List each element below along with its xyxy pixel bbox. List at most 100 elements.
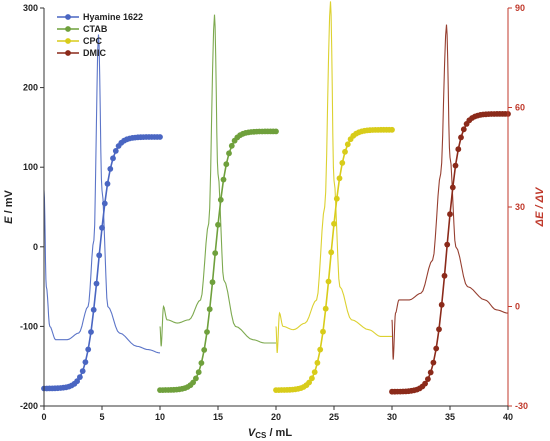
legend-marker xyxy=(65,50,71,56)
data-point xyxy=(190,379,197,386)
data-point xyxy=(101,200,108,207)
data-point xyxy=(198,360,205,366)
data-point xyxy=(309,375,315,382)
data-point xyxy=(344,141,351,148)
data-point xyxy=(273,128,279,135)
data-point xyxy=(422,380,428,387)
data-point xyxy=(215,221,221,228)
derivative-line-1 xyxy=(159,14,276,347)
data-point xyxy=(195,369,202,376)
data-point xyxy=(441,272,448,279)
series-group-1 xyxy=(157,128,279,393)
y-right-tick-label: 30 xyxy=(515,202,525,212)
data-point xyxy=(317,346,324,353)
x-tick-label: 10 xyxy=(155,412,165,422)
data-point xyxy=(430,359,437,366)
data-point xyxy=(74,378,80,385)
data-point xyxy=(452,162,459,169)
data-point xyxy=(99,224,105,231)
data-point xyxy=(322,305,329,312)
x-tick-label: 40 xyxy=(503,412,513,422)
data-point xyxy=(331,220,337,227)
y-left-tick-label: 200 xyxy=(23,83,38,93)
y-right-tick-label: 0 xyxy=(515,302,520,312)
legend-label: CTAB xyxy=(83,24,108,34)
titration-line-0 xyxy=(44,136,160,390)
x-tick-label: 20 xyxy=(271,412,281,422)
data-point xyxy=(333,195,340,202)
data-point xyxy=(342,148,348,155)
data-point xyxy=(85,346,92,353)
series-group-2 xyxy=(273,126,395,393)
data-point xyxy=(79,368,86,374)
legend-label: CPC xyxy=(83,36,103,46)
data-point xyxy=(110,155,116,162)
legend-marker xyxy=(65,26,71,32)
data-point xyxy=(389,126,395,133)
x-tick-label: 35 xyxy=(445,412,455,422)
y-left-axis-title: E / mV xyxy=(3,190,15,224)
y-left-tick-label: 300 xyxy=(23,3,38,13)
data-point xyxy=(201,347,208,353)
data-point xyxy=(82,359,89,365)
data-point xyxy=(206,306,213,313)
data-point xyxy=(226,150,232,157)
data-point xyxy=(311,369,318,375)
legend-marker xyxy=(65,14,71,20)
data-point xyxy=(460,126,467,133)
series-group-0 xyxy=(41,134,163,392)
x-tick-label: 25 xyxy=(329,412,339,422)
y-right-tick-label: -30 xyxy=(515,401,528,411)
data-point xyxy=(96,252,103,259)
data-point xyxy=(228,142,235,149)
data-point xyxy=(339,160,346,166)
derivative-line-0 xyxy=(43,34,161,354)
data-point xyxy=(212,250,219,256)
data-point xyxy=(458,134,464,141)
y-right-tick-label: 90 xyxy=(515,3,525,13)
y-left-tick-label: 100 xyxy=(23,162,38,172)
data-point xyxy=(223,161,230,168)
data-point xyxy=(193,375,199,382)
data-point xyxy=(204,329,210,335)
data-point xyxy=(77,374,83,380)
legend-label: DMIC xyxy=(83,48,106,58)
y-right-tick-label: 60 xyxy=(515,103,525,113)
y-left-tick-label: -100 xyxy=(20,321,38,331)
data-point xyxy=(209,279,216,286)
derivative-line-3 xyxy=(391,24,509,360)
y-left-tick-label: -200 xyxy=(20,401,38,411)
y-right-axis-title: ΔE / ΔV xyxy=(534,186,546,227)
data-point xyxy=(325,278,332,285)
data-point xyxy=(104,180,111,187)
legend-label: Hyamine 1622 xyxy=(83,12,143,22)
data-point xyxy=(90,306,97,313)
x-axis-title: VCS / mL xyxy=(248,427,292,440)
data-point xyxy=(336,175,343,182)
data-point xyxy=(328,249,335,256)
data-point xyxy=(455,146,462,153)
data-point xyxy=(447,211,453,218)
data-point xyxy=(433,345,440,352)
x-tick-label: 5 xyxy=(99,412,104,422)
data-point xyxy=(320,328,326,335)
data-point xyxy=(217,196,224,203)
data-point xyxy=(306,379,312,386)
x-tick-label: 15 xyxy=(213,412,223,422)
series-group-3 xyxy=(389,111,511,395)
data-point xyxy=(449,184,456,191)
data-point xyxy=(444,241,451,248)
data-point xyxy=(425,376,431,382)
data-point xyxy=(438,301,445,308)
x-tick-label: 30 xyxy=(387,412,397,422)
data-point xyxy=(157,134,163,140)
data-point xyxy=(436,326,442,333)
data-point xyxy=(112,148,119,154)
data-point xyxy=(220,176,227,183)
data-point xyxy=(314,359,321,366)
data-point xyxy=(93,280,100,287)
derivative-line-2 xyxy=(275,1,392,353)
y-left-tick-label: 0 xyxy=(33,242,38,252)
data-point xyxy=(427,369,434,376)
